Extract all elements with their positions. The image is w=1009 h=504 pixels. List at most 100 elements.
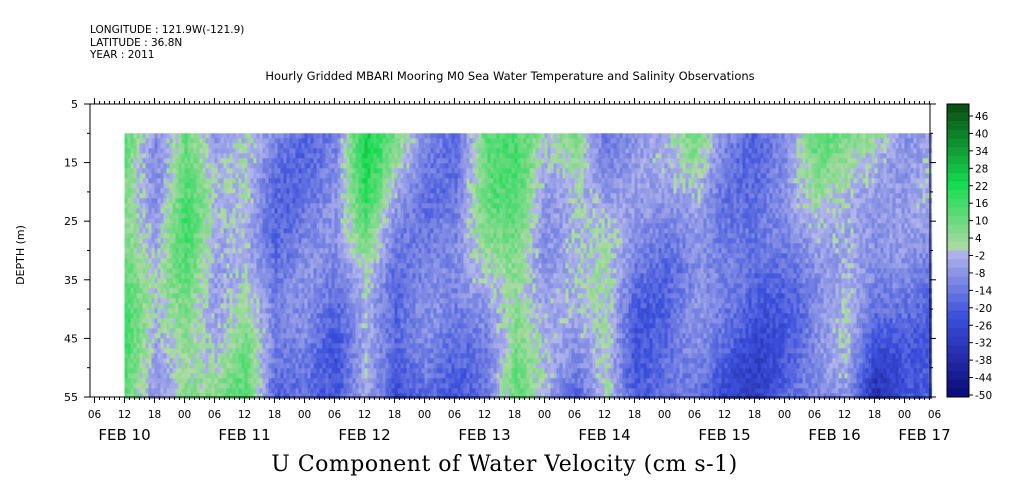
heatmap-cell bbox=[130, 198, 135, 204]
heatmap-cell bbox=[184, 218, 189, 224]
heatmap-cell bbox=[247, 363, 252, 369]
heatmap-cell bbox=[361, 158, 366, 164]
heatmap-cell bbox=[301, 338, 306, 344]
heatmap-cell bbox=[337, 228, 342, 234]
heatmap-cell bbox=[331, 308, 336, 314]
heatmap-cell bbox=[358, 213, 363, 219]
heatmap-cell bbox=[193, 318, 198, 324]
heatmap-cell bbox=[124, 278, 129, 284]
heatmap-cell bbox=[316, 218, 321, 224]
heatmap-cell bbox=[259, 183, 264, 189]
heatmap-cell bbox=[367, 278, 372, 284]
heatmap-cell bbox=[154, 333, 159, 339]
heatmap-cell bbox=[163, 133, 168, 139]
heatmap-cell bbox=[247, 388, 252, 394]
heatmap-cell bbox=[259, 158, 264, 164]
heatmap-cell bbox=[325, 248, 330, 254]
heatmap-cell bbox=[271, 353, 276, 359]
heatmap-cell bbox=[154, 208, 159, 214]
heatmap-cell bbox=[394, 138, 399, 144]
heatmap-cell bbox=[325, 258, 330, 264]
heatmap-cell bbox=[301, 233, 306, 239]
heatmap-cell bbox=[145, 293, 150, 299]
heatmap-cell bbox=[151, 253, 156, 259]
heatmap-cell bbox=[280, 348, 285, 354]
heatmap-cell bbox=[163, 298, 168, 304]
heatmap-cell bbox=[175, 368, 180, 374]
heatmap-cell bbox=[313, 208, 318, 214]
heatmap-cell bbox=[340, 263, 345, 269]
heatmap-cell bbox=[151, 188, 156, 194]
heatmap-cell bbox=[343, 283, 348, 289]
heatmap-cell bbox=[355, 293, 360, 299]
heatmap-column bbox=[283, 133, 288, 399]
heatmap-cell bbox=[265, 168, 270, 174]
heatmap-cell bbox=[322, 328, 327, 334]
heatmap-cell bbox=[199, 253, 204, 259]
heatmap-cell bbox=[223, 318, 228, 324]
heatmap-cell bbox=[346, 313, 351, 319]
heatmap-cell bbox=[178, 268, 183, 274]
heatmap-cell bbox=[232, 213, 237, 219]
heatmap-cell bbox=[196, 153, 201, 159]
heatmap-cell bbox=[196, 218, 201, 224]
heatmap-cell bbox=[235, 228, 240, 234]
heatmap-cell bbox=[349, 158, 354, 164]
heatmap-cell bbox=[166, 348, 171, 354]
heatmap-cell bbox=[370, 373, 375, 379]
heatmap-cell bbox=[310, 203, 315, 209]
heatmap-cell bbox=[292, 143, 297, 149]
heatmap-cell bbox=[196, 268, 201, 274]
heatmap-cell bbox=[217, 193, 222, 199]
heatmap-cell bbox=[202, 353, 207, 359]
heatmap-cell bbox=[157, 258, 162, 264]
heatmap-cell bbox=[226, 318, 231, 324]
heatmap-cell bbox=[274, 278, 279, 284]
heatmap-column bbox=[289, 133, 294, 399]
heatmap-cell bbox=[247, 198, 252, 204]
heatmap-cell bbox=[124, 253, 129, 259]
heatmap-cell bbox=[352, 188, 357, 194]
heatmap-cell bbox=[283, 293, 288, 299]
heatmap-cell bbox=[301, 193, 306, 199]
heatmap-cell bbox=[283, 273, 288, 279]
heatmap-cell bbox=[184, 303, 189, 309]
heatmap-cell bbox=[142, 218, 147, 224]
heatmap-cell bbox=[274, 268, 279, 274]
heatmap-cell bbox=[307, 308, 312, 314]
heatmap-cell bbox=[208, 243, 213, 249]
heatmap-cell bbox=[217, 143, 222, 149]
heatmap-cell bbox=[193, 223, 198, 229]
heatmap-cell bbox=[232, 258, 237, 264]
heatmap-cell bbox=[283, 203, 288, 209]
heatmap-cell bbox=[175, 223, 180, 229]
heatmap-cell bbox=[208, 388, 213, 394]
heatmap-cell bbox=[268, 388, 273, 394]
heatmap-cell bbox=[253, 228, 258, 234]
heatmap-cell bbox=[385, 233, 390, 239]
heatmap-cell bbox=[385, 198, 390, 204]
heatmap-cell bbox=[124, 303, 129, 309]
heatmap-cell bbox=[349, 393, 354, 399]
heatmap-cell bbox=[130, 228, 135, 234]
heatmap-cell bbox=[256, 383, 261, 389]
heatmap-cell bbox=[220, 338, 225, 344]
heatmap-cell bbox=[349, 193, 354, 199]
heatmap-cell bbox=[271, 238, 276, 244]
heatmap-cell bbox=[172, 393, 177, 399]
heatmap-cell bbox=[265, 328, 270, 334]
heatmap-cell bbox=[208, 188, 213, 194]
heatmap-cell bbox=[241, 323, 246, 329]
heatmap-cell bbox=[385, 248, 390, 254]
heatmap-cell bbox=[256, 288, 261, 294]
heatmap-cell bbox=[355, 173, 360, 179]
heatmap-cell bbox=[364, 308, 369, 314]
heatmap-cell bbox=[367, 313, 372, 319]
heatmap-column bbox=[301, 133, 306, 399]
heatmap-cell bbox=[136, 198, 141, 204]
heatmap-cell bbox=[136, 248, 141, 254]
heatmap-cell bbox=[202, 358, 207, 364]
heatmap-cell bbox=[130, 278, 135, 284]
heatmap-cell bbox=[163, 168, 168, 174]
heatmap-cell bbox=[262, 313, 267, 319]
